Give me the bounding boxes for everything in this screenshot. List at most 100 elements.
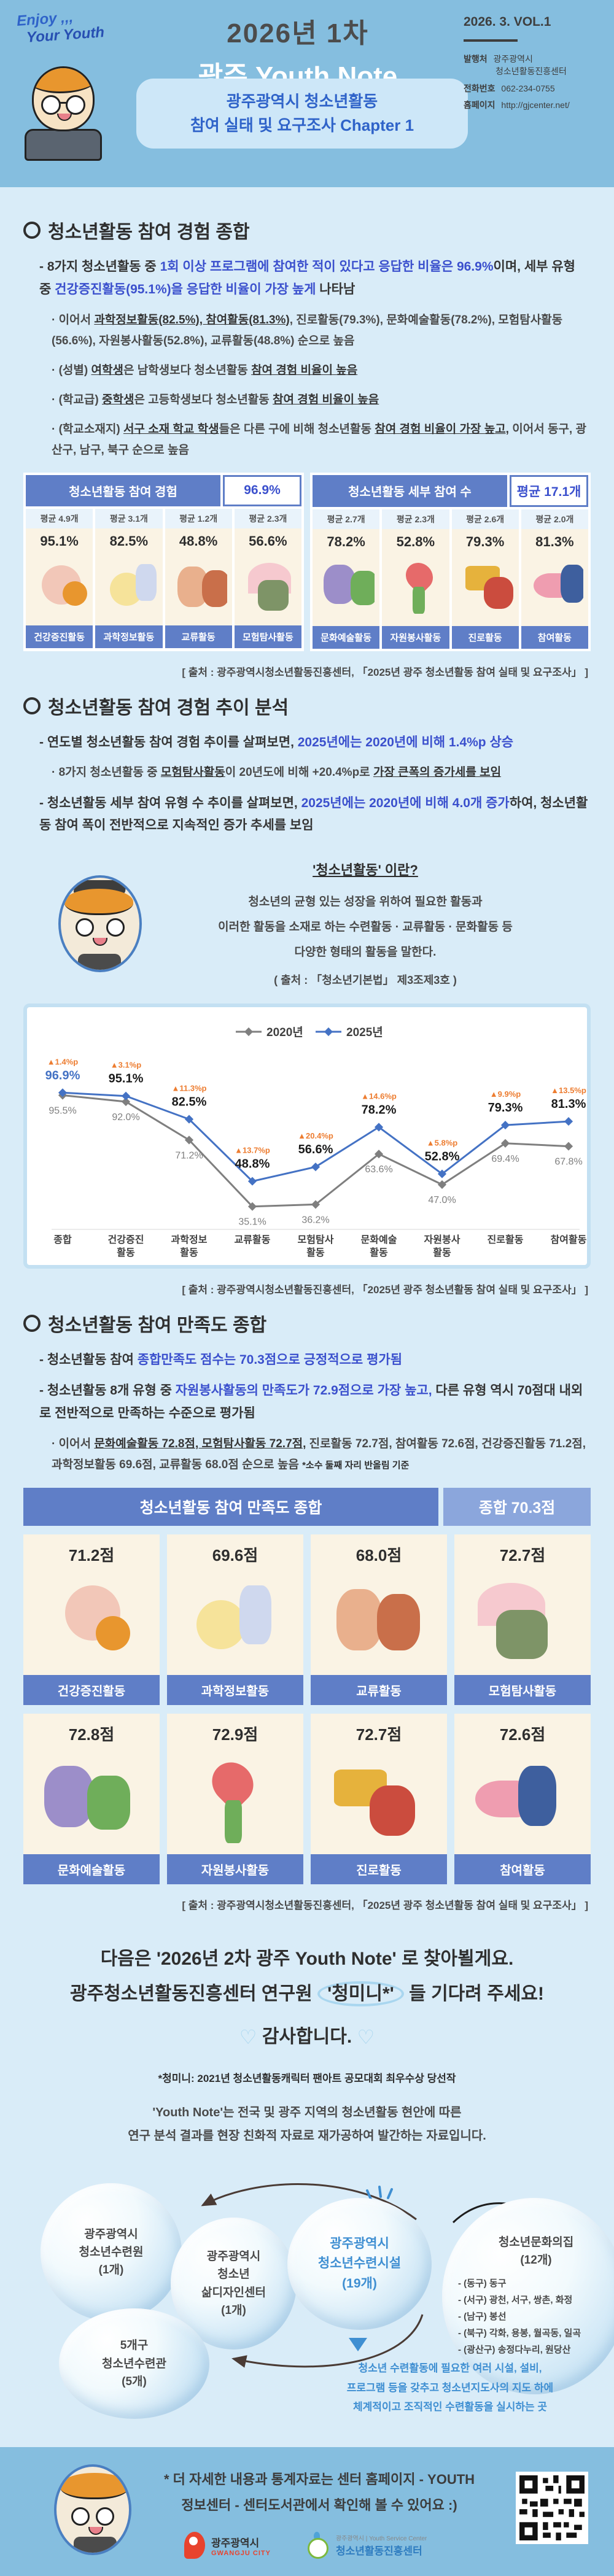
art-performance-illustration (317, 555, 375, 617)
footer-logos: 광주광역시 GWANGJU CITY 광주광역시 | Youth Service… (184, 2532, 427, 2559)
activity-label: 과학정보활동 (95, 625, 163, 648)
circle-bullet-icon (23, 697, 41, 714)
illustration-shape (201, 570, 227, 607)
detail-total-value: 평균 17.1개 (510, 474, 588, 507)
text-segment: 과학정보활동(82.5%), 참여활동(81.3%) (94, 313, 290, 327)
mascot-suit (25, 129, 102, 161)
s1-subbullet-1: · 이어서 과학정보활동(82.5%), 참여활동(81.3%), 진로활동(7… (52, 310, 591, 352)
svg-text:진로활동: 진로활동 (488, 1234, 524, 1245)
culture-house-item: - (북구) 각화, 용봉, 월곡동, 일곡 (458, 2328, 581, 2339)
activity-label: 진로활동 (311, 1854, 447, 1885)
text-segment: 1회 이상 프로그램에 참여한 적이 있다고 응답한 비율은 96.9% (160, 260, 494, 274)
illustration-shape (225, 1800, 242, 1844)
source-note-1: [ 출처 : 광주광역시청소년활동진흥센터, 「2025년 광주 청소년활동 참… (182, 666, 588, 678)
science-flask-illustration (172, 1573, 298, 1671)
source-note-3: [ 출처 : 광주광역시청소년활동진흥센터, 「2025년 광주 청소년활동 참… (182, 1900, 588, 1912)
activity-label: 참여활동 (521, 625, 588, 649)
triangle-down-icon (349, 2338, 367, 2352)
text-segment: 모험탐사활동 (160, 766, 225, 779)
score-value: 72.8점 (68, 1725, 115, 1744)
score-value: 72.7점 (356, 1725, 402, 1744)
satisfaction-card: 71.2점 건강증진활동 (23, 1534, 160, 1706)
mascot-glasses-left (76, 918, 94, 937)
culture-house-item: - (남구) 봉선 (458, 2311, 507, 2323)
detail-table-header: 청소년활동 세부 참여 수 평균 17.1개 (313, 474, 588, 507)
svg-text:건강증진: 건강증진 (108, 1234, 144, 1245)
percent-value: 52.8% (396, 533, 435, 549)
avg-count: 평균 4.9개 (26, 508, 93, 528)
text-segment: 들 기다려 주세요! (403, 1984, 545, 2005)
illustration-shape (63, 581, 87, 606)
percent-value: 48.8% (179, 533, 218, 549)
website-url: http://gjcenter.net/ (501, 99, 570, 110)
mascot-character (25, 66, 102, 161)
svg-text:▲3.1%p: ▲3.1%p (111, 1060, 141, 1069)
publication-meta: 2026. 3. VOL.1 발행처 광주광역시 청소년활동진흥센터 전화번호 … (464, 15, 596, 115)
card-body: 48.8% (165, 528, 232, 625)
bubble-line: 청소년수련시설 (317, 2256, 402, 2271)
svg-text:과학정보: 과학정보 (171, 1234, 208, 1245)
text-segment: 참여 경험 비율이 높음 (273, 393, 379, 407)
text-segment: 자원봉사활동의 만족도가 72.9점으로 가장 높고, (175, 1383, 432, 1398)
heart-plant-illustration (387, 555, 444, 617)
rounding-note: *소수 둘째 자리 반올림 기준 (302, 1460, 410, 1471)
logo-korean: 광주광역시 (211, 2537, 260, 2549)
svg-text:2025년: 2025년 (346, 1026, 383, 1039)
main-content: 청소년활동 참여 경험 종합 - 8가지 청소년활동 중 1회 이상 프로그램에… (0, 187, 614, 2431)
qr-code (516, 2472, 588, 2545)
description-line: 'Youth Note'는 전국 및 광주 지역의 청소년활동 현안에 따른 (152, 2106, 462, 2120)
svg-text:35.1%: 35.1% (238, 1216, 266, 1227)
s2-bullet-2: - 청소년활동 세부 참여 유형 수 추이를 살펴보면, 2025년에는 202… (39, 792, 591, 838)
footer-note: * 더 자세한 내용과 통계자료는 센터 홈페이지 - YOUTH 정보센터 -… (160, 2467, 479, 2518)
satisfaction-card: 69.6점 과학정보활동 (167, 1534, 303, 1706)
svg-text:활동: 활동 (370, 1247, 388, 1258)
megaphone-speech-illustration (526, 555, 583, 617)
thanks-text: 감사합니다. (262, 2027, 352, 2048)
s2-bullet-1: - 연도별 청소년활동 참여 경험 추이를 살펴보면, 2025년에는 2020… (39, 732, 591, 754)
percent-value: 95.1% (40, 533, 79, 549)
activity-label: 교류활동 (311, 1675, 447, 1706)
activity-label: 건강증진활동 (23, 1675, 160, 1706)
text-segment: 광주청소년활동진흥센터 연구원 (69, 1984, 318, 2005)
illustration-shape (136, 563, 157, 601)
footer-note-line1: * 더 자세한 내용과 통계자료는 센터 홈페이지 - YOUTH (163, 2472, 475, 2488)
s1-subbullet-4: · (학교소재지) 서구 소재 학교 학생들은 다른 구에 비해 청소년활동 참… (52, 419, 591, 461)
definition-line: 다양한 형태의 활동을 말한다. (294, 945, 437, 959)
text-segment: - 청소년활동 8개 유형 중 (39, 1383, 176, 1398)
mascot-hair (64, 889, 133, 916)
circle-bullet-icon (23, 1314, 41, 1332)
definition-line: 프로그램 등을 갖추고 청소년지도사의 지도 하에 (346, 2381, 554, 2394)
high-five-illustration (170, 554, 227, 617)
svg-text:56.6%: 56.6% (298, 1143, 333, 1156)
career-study-illustration (316, 1752, 442, 1851)
facilities-diagram: 광주광역시 청소년수련원 (1개) 광주광역시 청소년 삶디자인센터 (1개) … (23, 2161, 614, 2431)
illustration-shape (324, 564, 356, 604)
illustration-shape (239, 1585, 271, 1645)
text-segment: 건강증진활동(95.1%)을 응답한 비율이 가장 높게 (55, 282, 316, 296)
youth-center-mascot-icon (305, 2532, 330, 2559)
activity-card: 평균 4.9개 95.1% 건강증진활동 (26, 508, 93, 648)
section1-title-text: 청소년활동 참여 경험 종합 (48, 222, 250, 242)
publisher-row: 발행처 광주광역시 청소년활동진흥센터 (464, 53, 596, 78)
svg-text:참여활동: 참여활동 (551, 1234, 587, 1245)
section1-title: 청소년활동 참여 경험 종합 (23, 217, 591, 244)
badge-line2: 참여 실태 및 요구조사 Chapter 1 (190, 116, 414, 134)
activity-label: 문화예술활동 (313, 625, 380, 649)
illustration-shape (483, 576, 513, 609)
s1-bullet-1: - 8가지 청소년활동 중 1회 이상 프로그램에 참여한 적이 있다고 응답한… (39, 256, 591, 301)
closing-line1: 다음은 '2026년 2차 광주 Youth Note' 로 찾아뵐게요. (100, 1949, 514, 1970)
svg-text:활동: 활동 (180, 1247, 198, 1258)
jump-rope-illustration (28, 1573, 155, 1671)
svg-text:활동: 활동 (306, 1247, 325, 1258)
heart-icon: ♡ (239, 2026, 257, 2049)
bubble-line: 광주광역시 (84, 2227, 138, 2241)
satisfaction-section: 청소년활동 참여 만족도 종합 종합 70.3점 71.2점 건강증진활동 69… (23, 1488, 591, 1885)
activity-card: 평균 2.0개 81.3% 참여활동 (521, 509, 588, 649)
svg-text:36.2%: 36.2% (301, 1215, 329, 1225)
text-segment: · 8가지 청소년활동 중 (52, 766, 161, 779)
text-segment: 종합만족도 점수는 70.3점으로 긍정적으로 평가됨 (137, 1352, 403, 1367)
svg-text:69.4%: 69.4% (491, 1153, 519, 1164)
svg-text:2020년: 2020년 (266, 1026, 303, 1039)
avg-count: 평균 2.3개 (382, 509, 449, 529)
text-segment: · 이어서 (52, 1437, 95, 1450)
